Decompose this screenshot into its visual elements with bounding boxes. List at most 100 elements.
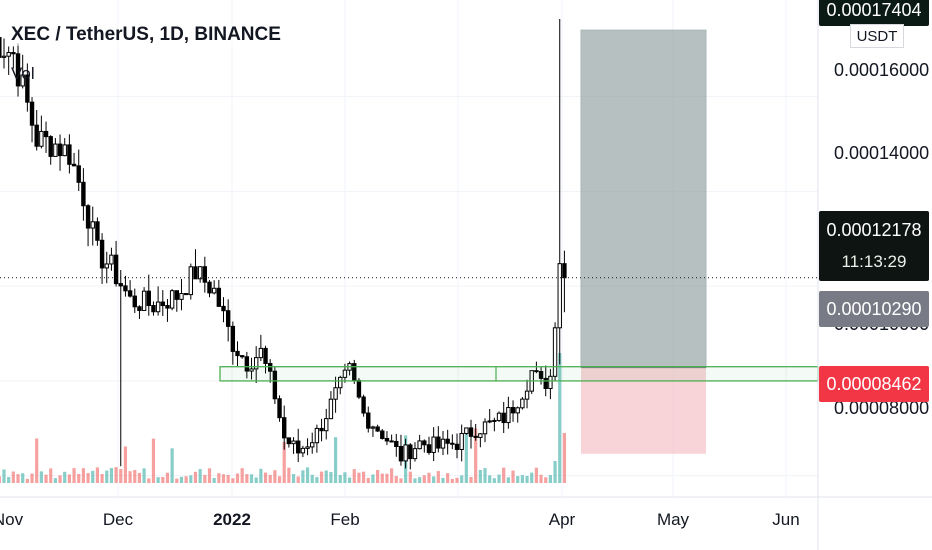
candle-body: [398, 445, 404, 462]
candle-body: [53, 143, 58, 157]
candle-body: [464, 427, 469, 434]
x-tick-label: Feb: [330, 510, 360, 529]
x-tick-label: May: [656, 510, 690, 529]
volume-bar: [203, 474, 207, 483]
candle-body: [338, 376, 343, 389]
candle-body: [155, 301, 161, 313]
volume-bar: [287, 467, 291, 483]
candle-body: [342, 369, 348, 378]
volume-bar: [119, 469, 123, 483]
volume-bar: [184, 476, 188, 483]
symbol-title[interactable]: XEC / TetherUS, 1D, BINANCE: [8, 24, 284, 46]
candle-body: [468, 427, 474, 437]
candle-body: [165, 305, 170, 309]
candle-body: [478, 433, 483, 438]
candle-body: [109, 254, 114, 265]
candle-body: [48, 136, 53, 157]
volume-bar: [63, 471, 67, 483]
stop-zone: [581, 367, 706, 454]
candle-body: [445, 438, 450, 444]
volume-bar: [21, 473, 25, 483]
candle-body: [450, 442, 455, 445]
volume-bar: [86, 473, 90, 483]
candle-body: [538, 370, 544, 379]
volume-bar: [245, 474, 249, 483]
volume-bars: [0, 353, 567, 483]
candle-body: [510, 407, 516, 414]
volume-bar: [109, 468, 114, 483]
candle-body: [202, 266, 208, 283]
volume-bar: [273, 470, 277, 483]
volume-bar: [469, 476, 473, 483]
long-position-tool[interactable]: [580, 29, 707, 454]
currency-unit-label[interactable]: USDT: [850, 24, 904, 48]
candle-body: [286, 437, 292, 445]
candle-body: [174, 290, 180, 300]
volume-bar: [357, 472, 361, 483]
x-tick-label: Apr: [548, 510, 576, 529]
volume-bar: [165, 472, 170, 483]
candle-body: [160, 301, 165, 307]
stop-price-tag: 0.00008462: [819, 366, 929, 402]
volume-bar: [488, 475, 492, 483]
volume-bar: [212, 477, 216, 483]
volume-indicator-label[interactable]: Vol: [11, 64, 35, 83]
candle-body: [230, 325, 236, 352]
volume-bar: [539, 474, 543, 483]
volume-bar: [460, 475, 464, 483]
support-zone[interactable]: [219, 366, 819, 382]
candle-body: [557, 263, 562, 329]
candle-body: [417, 440, 422, 450]
candle-body: [370, 426, 376, 429]
candle-body: [310, 442, 315, 448]
volume-bar: [455, 477, 459, 483]
y-tick-label: 0.00014000: [834, 143, 930, 163]
candle-body: [67, 144, 72, 165]
candle-body: [277, 398, 282, 419]
bar-countdown: 11:13:29: [841, 252, 907, 271]
candle-body: [291, 440, 296, 445]
candle-body: [333, 387, 338, 400]
candle-body: [263, 347, 268, 364]
candle-body: [211, 287, 217, 294]
volume-bar: [483, 468, 487, 483]
volume-bar: [16, 474, 20, 483]
candle-body: [253, 357, 259, 370]
candle-body: [34, 124, 39, 147]
candle-body: [454, 443, 460, 450]
volume-bar: [352, 469, 356, 483]
volume-bar: [310, 474, 314, 483]
volume-bar: [179, 476, 184, 483]
top-price-tag: 0.00017404: [819, 0, 929, 26]
candle-body: [0, 37, 2, 58]
volume-bar: [394, 476, 398, 483]
volume-bar: [525, 475, 529, 483]
volume-bar: [189, 475, 193, 483]
volume-bar: [277, 476, 282, 483]
volume-bar: [142, 468, 146, 483]
volume-bar: [133, 469, 137, 483]
volume-bar: [259, 468, 263, 483]
candle-body: [11, 52, 16, 55]
candle-body: [216, 287, 222, 307]
volume-bar: [263, 472, 268, 483]
candle-body: [183, 293, 189, 296]
candle-body: [90, 221, 95, 229]
x-tick-label: Nov: [0, 510, 24, 529]
volume-bar: [446, 473, 450, 483]
volume-bar: [511, 470, 515, 483]
candle-body: [380, 430, 385, 439]
candle-body: [239, 355, 245, 358]
volume-bar: [114, 467, 118, 483]
candle-body: [524, 390, 530, 400]
volume-bar: [497, 474, 501, 483]
volume-bar: [408, 471, 412, 483]
volume-bar: [72, 468, 76, 483]
candle-body: [188, 266, 194, 296]
candle-body: [85, 205, 91, 229]
candle-body: [562, 263, 567, 279]
candle-body: [6, 52, 11, 57]
candle-body: [496, 412, 502, 421]
volume-bar: [0, 476, 1, 483]
